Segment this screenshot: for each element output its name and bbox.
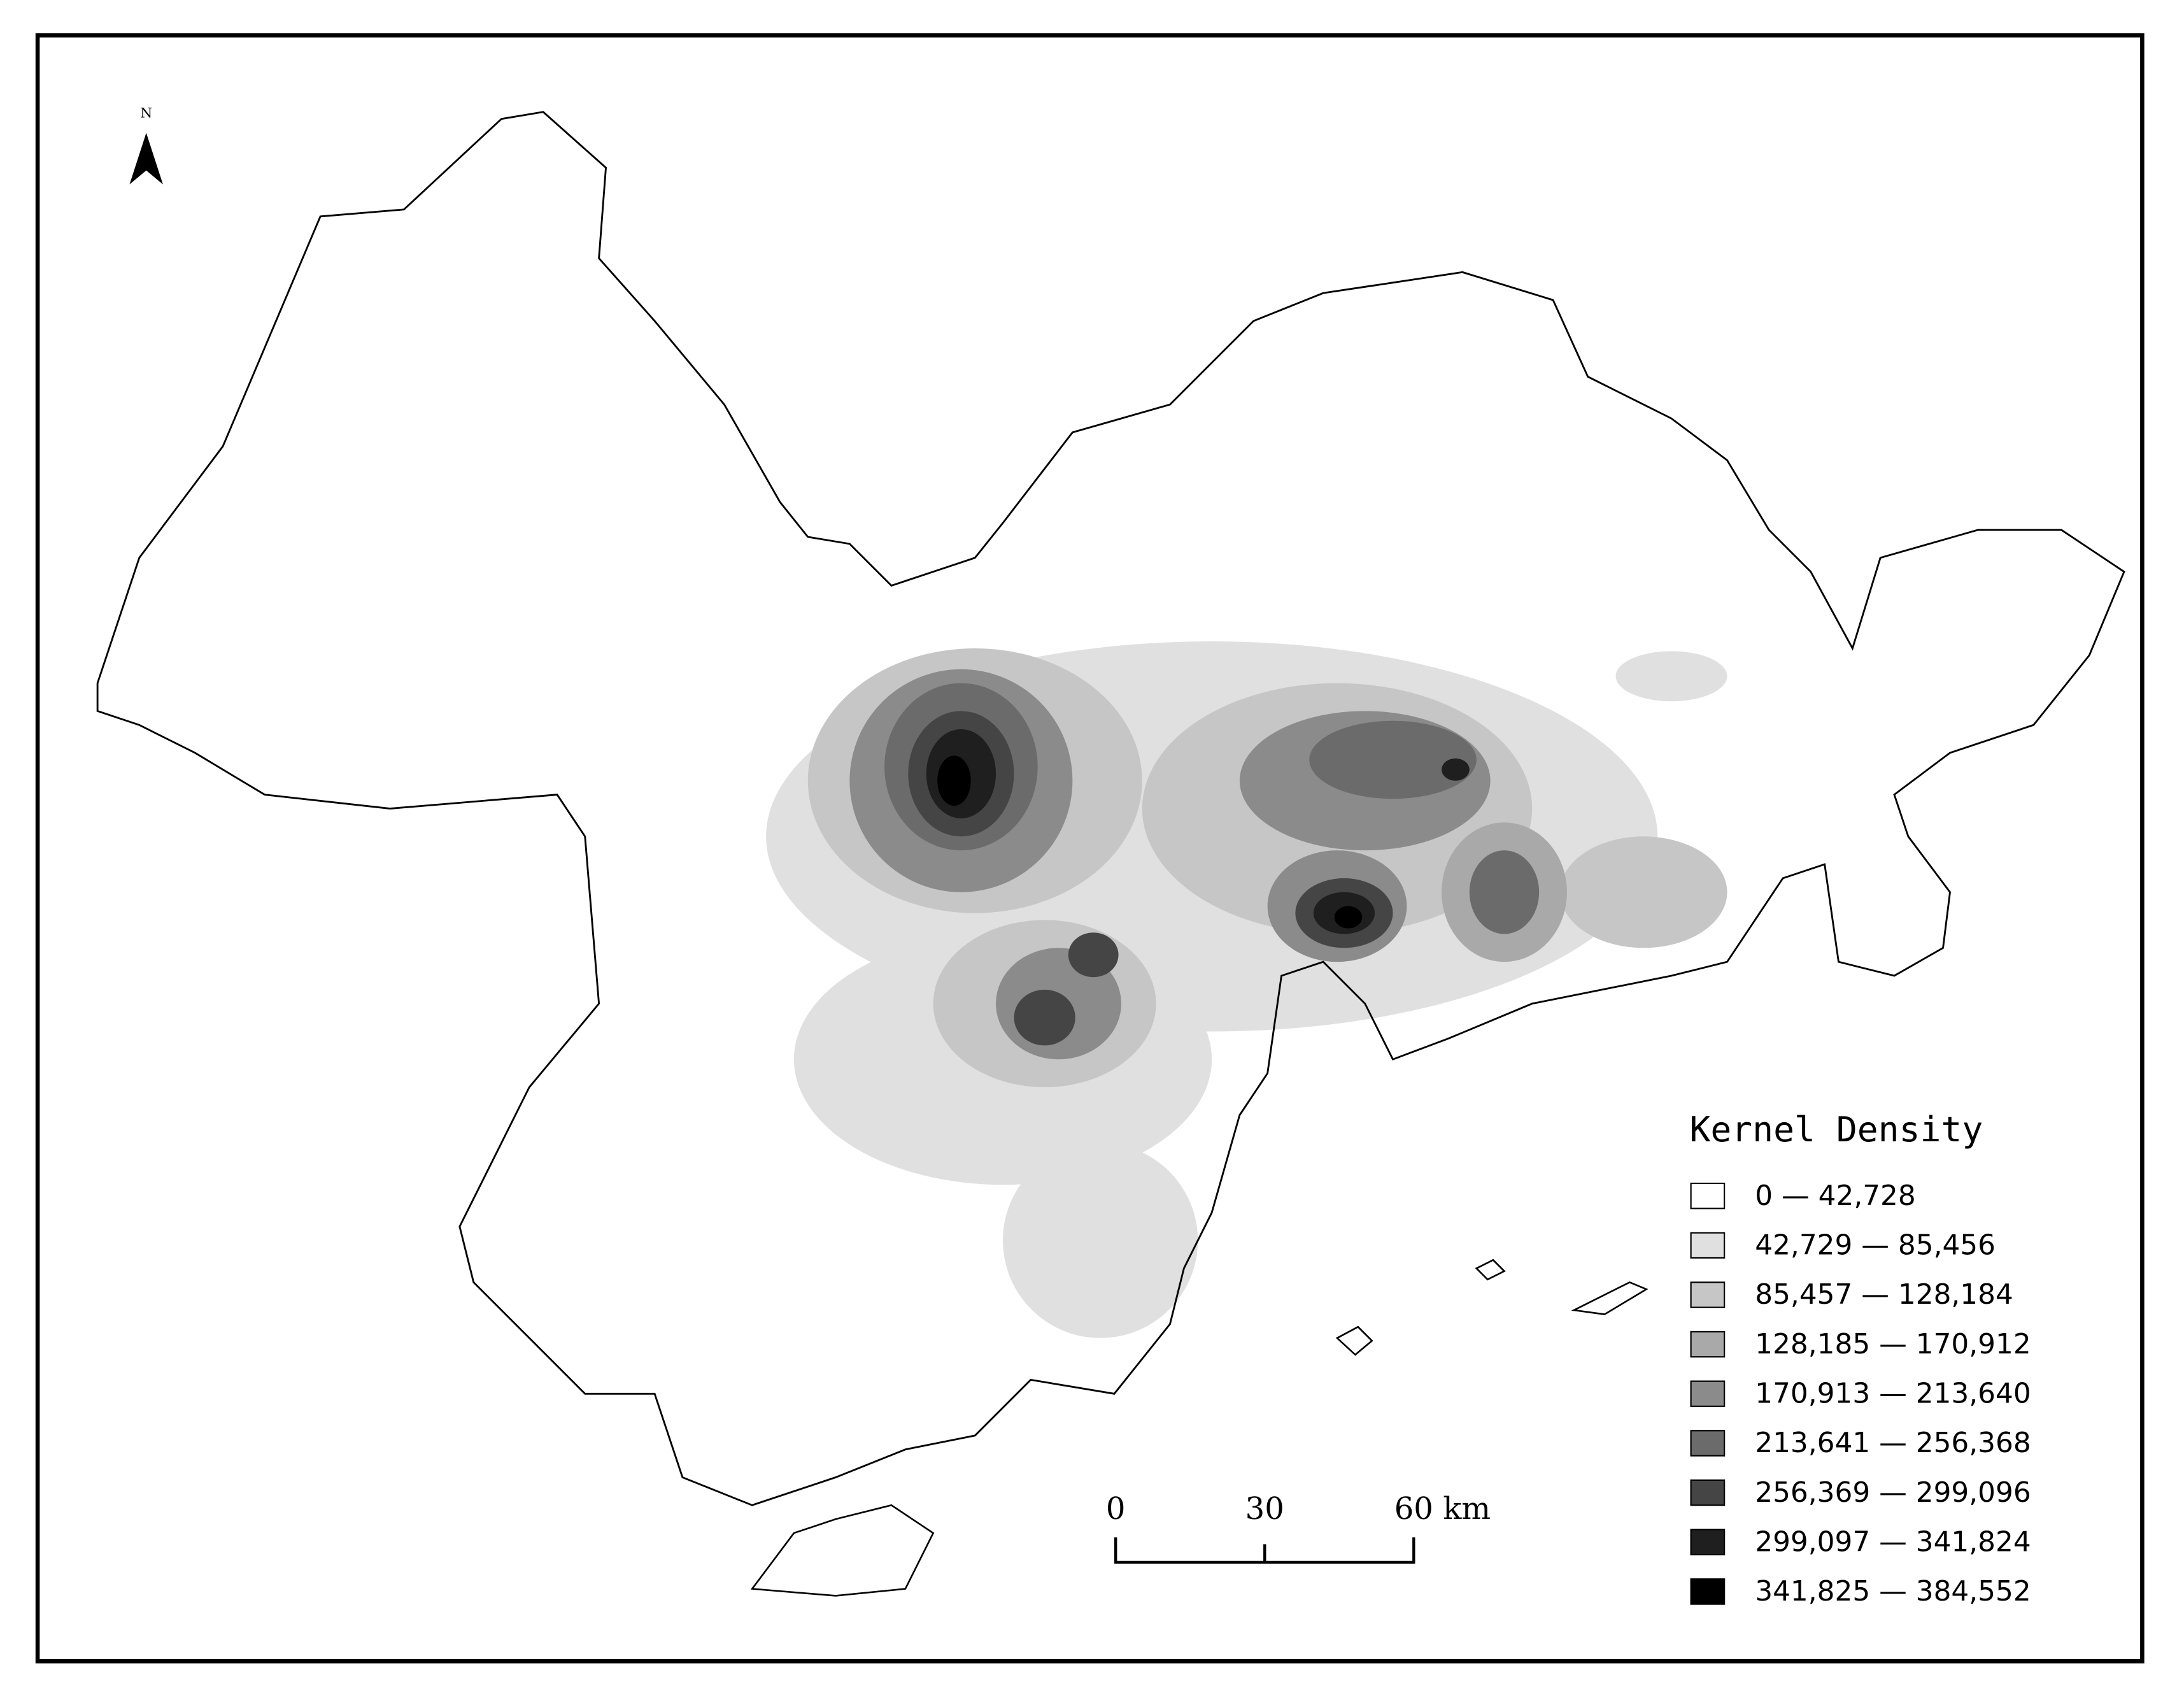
legend-label: 128,185 — 170,912 bbox=[1755, 1328, 2031, 1360]
scale-label: 60 bbox=[1394, 1491, 1433, 1527]
density-zone bbox=[1560, 836, 1727, 948]
legend-label: 85,457 — 128,184 bbox=[1755, 1278, 2013, 1311]
density-zone bbox=[1469, 850, 1540, 934]
legend-swatch bbox=[1690, 1331, 1726, 1358]
legend-label: 341,825 — 384,552 bbox=[1755, 1575, 2031, 1608]
legend-label: 0 — 42,728 bbox=[1755, 1180, 1915, 1212]
density-zone bbox=[1014, 989, 1075, 1046]
density-zone bbox=[1334, 906, 1363, 929]
density-zone bbox=[937, 755, 971, 806]
scale-label: 30 bbox=[1245, 1491, 1284, 1527]
legend-swatch bbox=[1690, 1578, 1726, 1605]
north-label: N bbox=[140, 106, 152, 122]
legend-swatch bbox=[1690, 1529, 1726, 1556]
island bbox=[1335, 1325, 1373, 1356]
scale-label: 0 bbox=[1106, 1491, 1126, 1527]
scale-bar: 0 30 60 km bbox=[1106, 1491, 1491, 1564]
density-zone bbox=[1309, 720, 1477, 799]
density-zone bbox=[1068, 932, 1119, 978]
legend-swatch bbox=[1690, 1232, 1726, 1259]
legend-label: 213,641 — 256,368 bbox=[1755, 1427, 2031, 1459]
north-arrow bbox=[129, 132, 163, 185]
legend: Kernel Density 0 — 42,728 42,729 — 85,456… bbox=[1689, 1109, 2031, 1608]
scale-line bbox=[1114, 1537, 1415, 1564]
legend-swatch bbox=[1690, 1380, 1726, 1408]
islands bbox=[750, 1259, 1649, 1597]
legend-label: 170,913 — 213,640 bbox=[1755, 1377, 2031, 1409]
scale-unit: km bbox=[1443, 1491, 1491, 1527]
legend-swatch bbox=[1690, 1182, 1726, 1209]
legend-label: 42,729 — 85,456 bbox=[1755, 1229, 1996, 1262]
island bbox=[750, 1504, 935, 1597]
density-zone bbox=[1442, 758, 1470, 781]
frame bbox=[35, 33, 2145, 1664]
legend-label: 299,097 — 341,824 bbox=[1755, 1525, 2031, 1558]
island bbox=[1475, 1259, 1506, 1281]
density-zone bbox=[1615, 651, 1727, 702]
island bbox=[1571, 1281, 1649, 1315]
region-boundary bbox=[96, 111, 2125, 1506]
legend-label: 256,369 — 299,096 bbox=[1755, 1476, 2031, 1509]
density-zone bbox=[1003, 1143, 1198, 1338]
legend-swatch bbox=[1690, 1479, 1726, 1506]
legend-title: Kernel Density bbox=[1689, 1109, 1983, 1150]
legend-swatch bbox=[1690, 1281, 1726, 1308]
density-surface bbox=[766, 641, 1727, 1338]
legend-swatch bbox=[1690, 1430, 1726, 1457]
